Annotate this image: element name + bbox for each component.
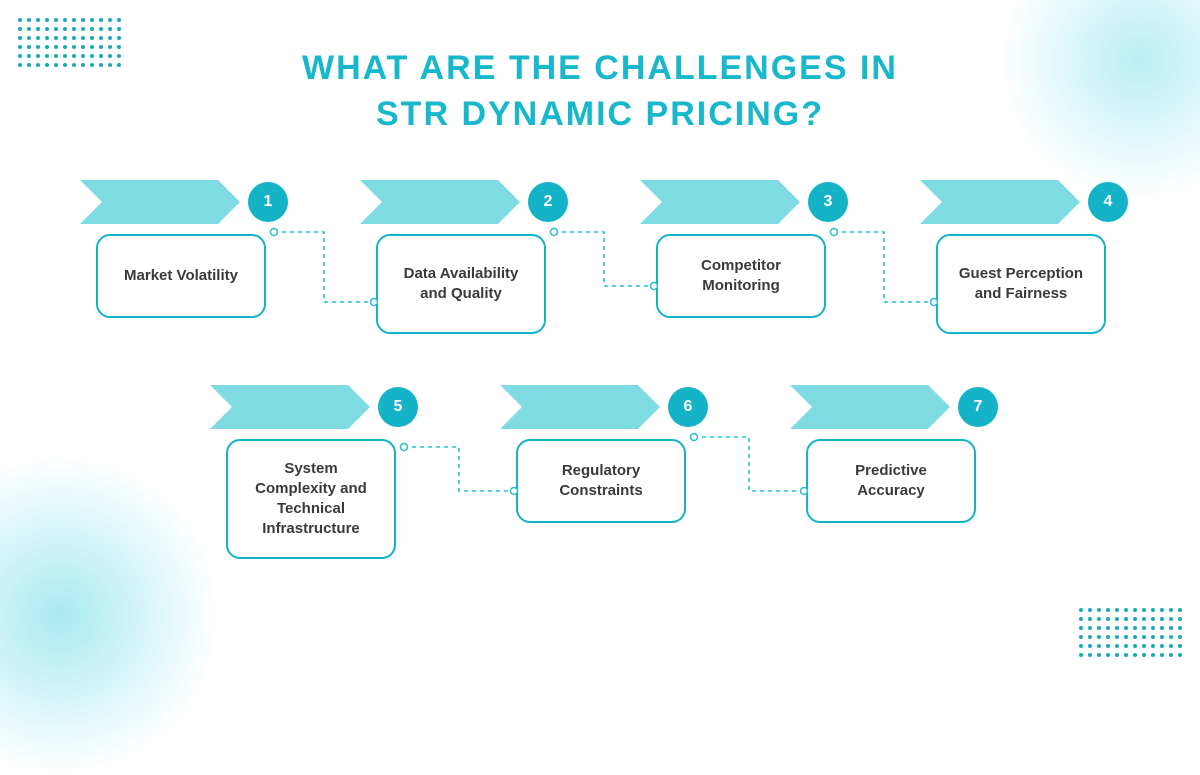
step-label-box: System Complexity and Technical Infrastr… [226,439,396,559]
step-label-box: Guest Perception and Fairness [936,234,1106,334]
flow-item: 1 Market Volatility [70,180,300,318]
page-title: WHAT ARE THE CHALLENGES IN STR DYNAMIC P… [0,46,1200,138]
step-number-badge: 2 [528,182,568,222]
flow-item: 6 Regulatory Constraints [490,385,720,523]
flow-item: 7 Predictive Accuracy [780,385,1010,523]
flow-diagram: 1 Market Volatility 2 Data Availability an… [0,180,1200,650]
arrow-shape: 1 [80,180,300,224]
step-label-box: Regulatory Constraints [516,439,686,523]
step-label-box: Market Volatility [96,234,266,318]
step-number-badge: 1 [248,182,288,222]
step-number-badge: 7 [958,387,998,427]
step-number-badge: 6 [668,387,708,427]
arrow-shape: 2 [360,180,580,224]
flow-item: 2 Data Availability and Quality [350,180,580,334]
arrow-shape: 5 [210,385,430,429]
title-line-2: STR DYNAMIC PRICING? [0,92,1200,138]
step-number-badge: 5 [378,387,418,427]
arrow-shape: 7 [790,385,1010,429]
step-number-badge: 4 [1088,182,1128,222]
flow-item: 4 Guest Perception and Fairness [910,180,1140,334]
step-label-box: Predictive Accuracy [806,439,976,523]
step-label-box: Competitor Monitoring [656,234,826,318]
flow-item: 5 System Complexity and Technical Infrast… [200,385,430,559]
step-label-box: Data Availability and Quality [376,234,546,334]
flow-item: 3 Competitor Monitoring [630,180,860,318]
title-line-1: WHAT ARE THE CHALLENGES IN [0,46,1200,92]
arrow-shape: 6 [500,385,720,429]
step-number-badge: 3 [808,182,848,222]
arrow-shape: 3 [640,180,860,224]
arrow-shape: 4 [920,180,1140,224]
